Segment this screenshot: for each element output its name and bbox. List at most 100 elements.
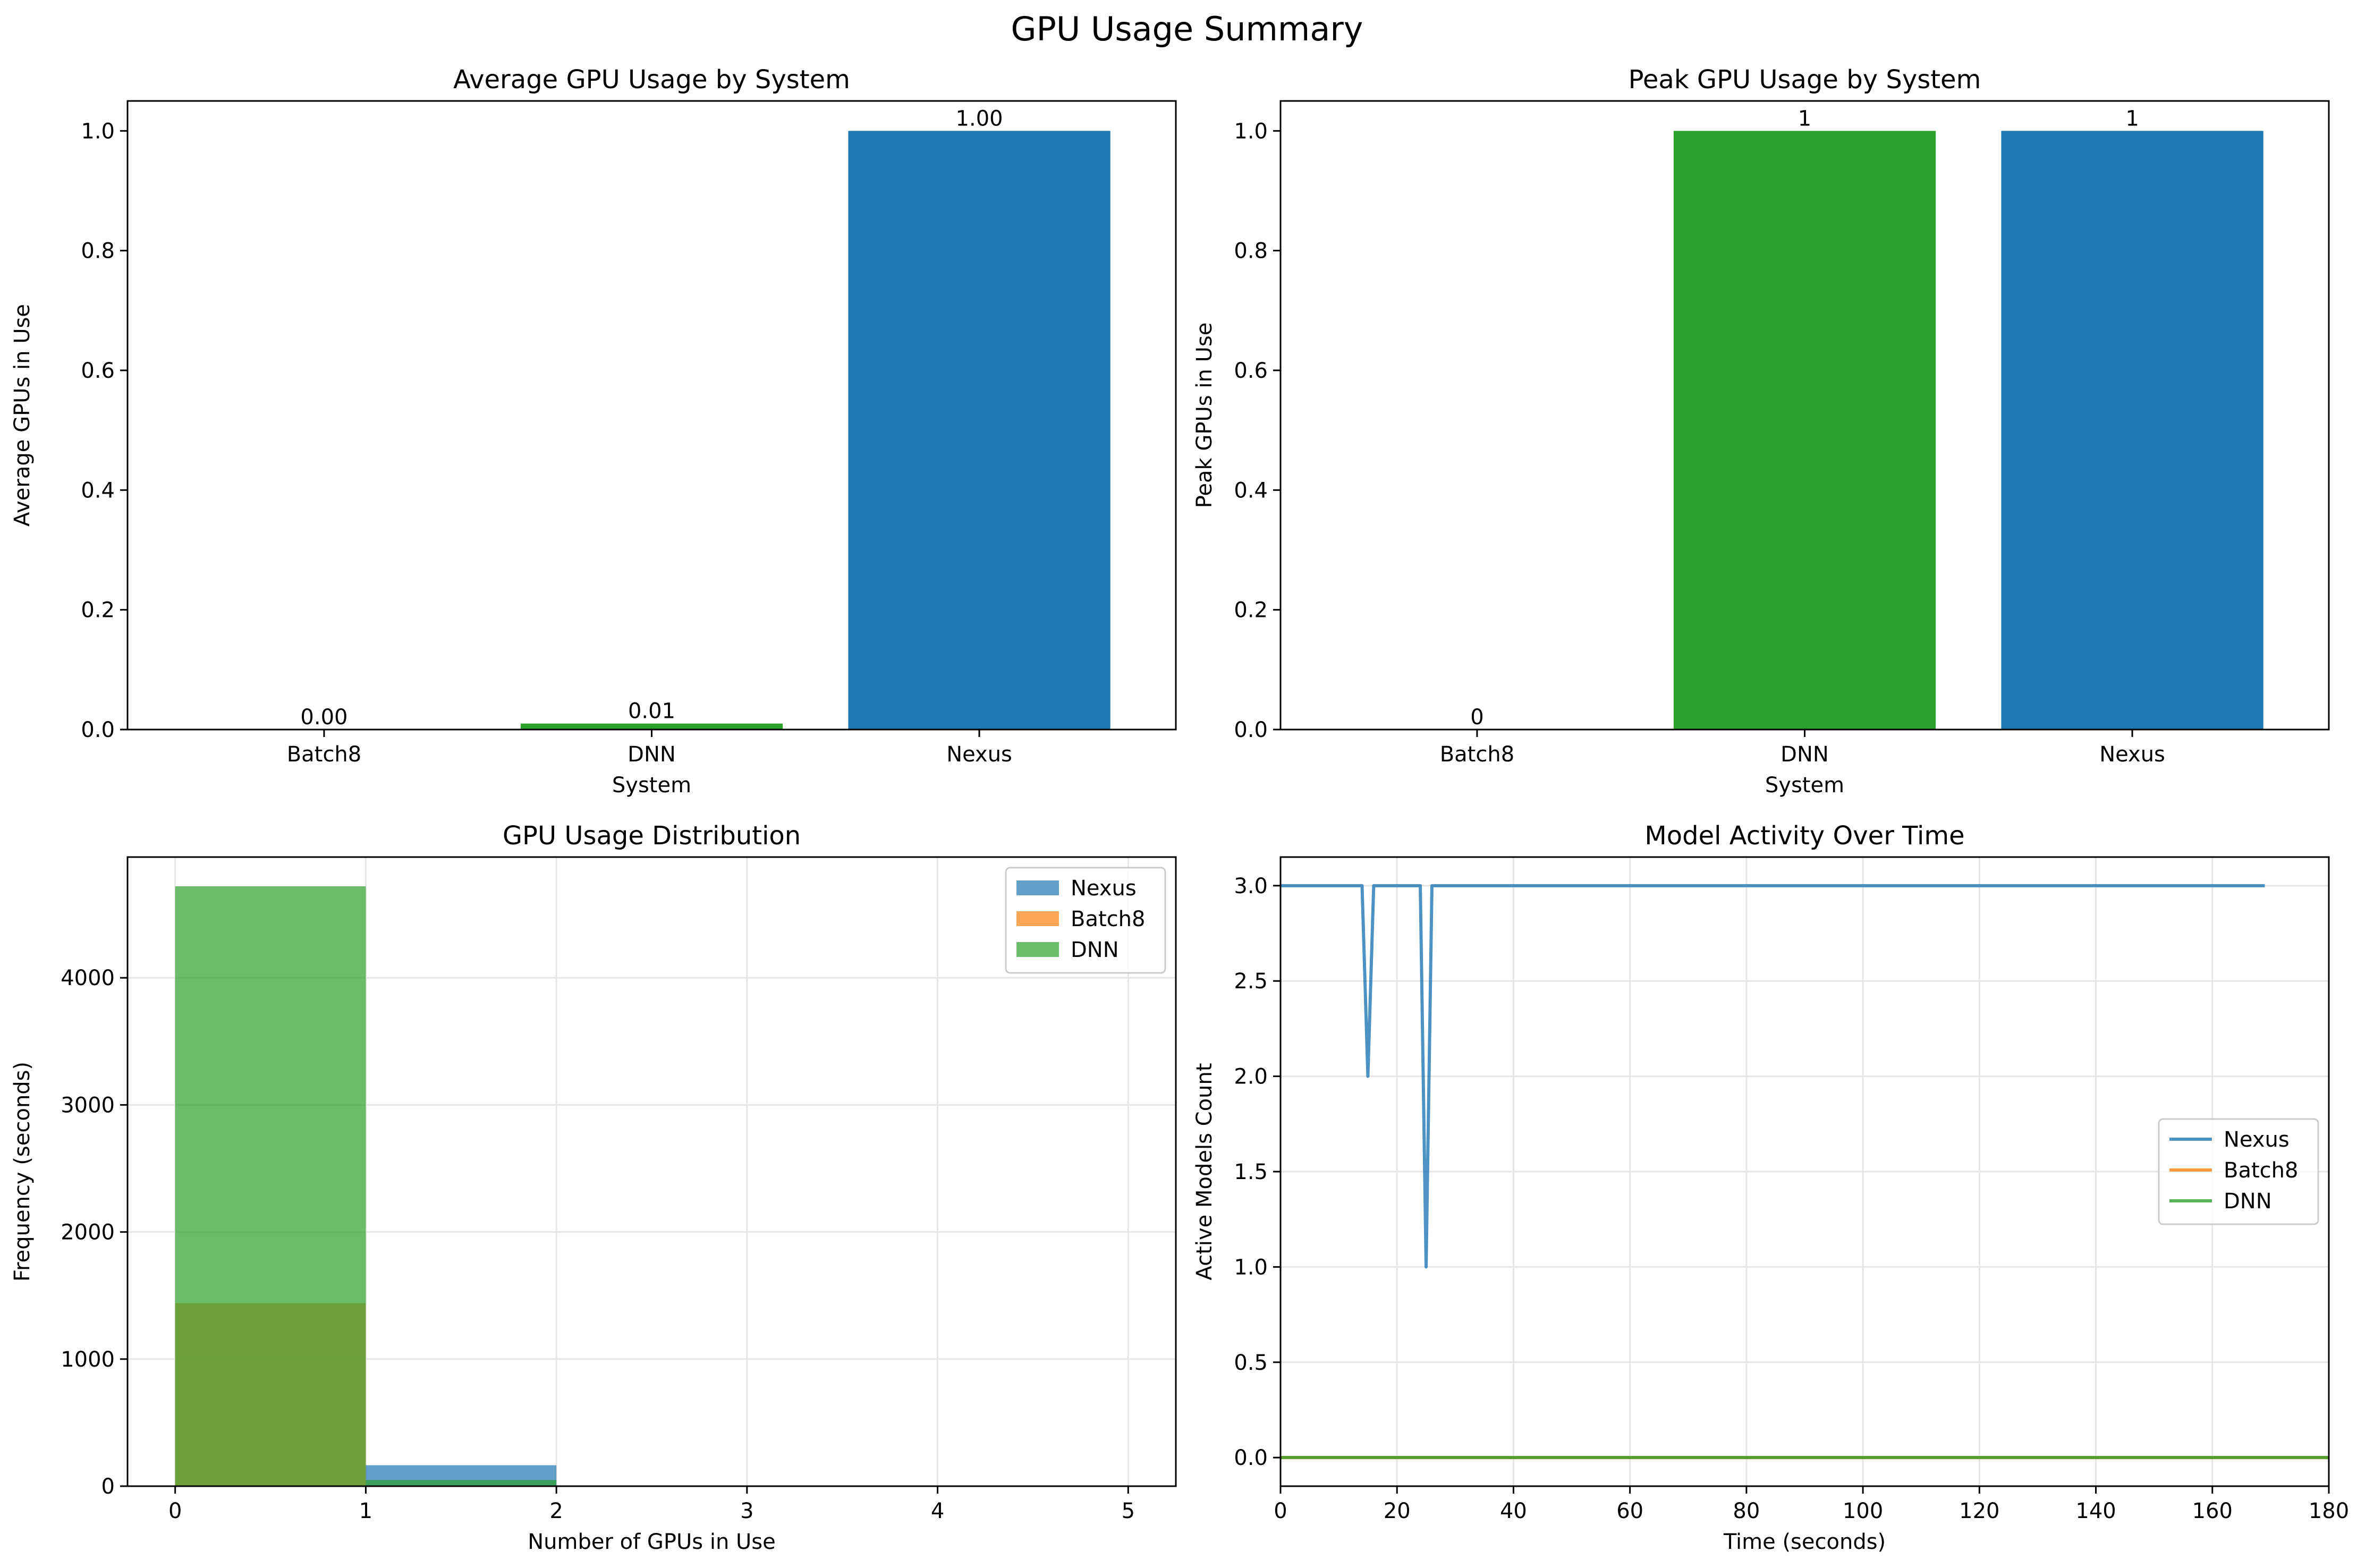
legend-label: DNN — [1071, 938, 1119, 962]
legend-label: Batch8 — [1071, 907, 1145, 931]
chart-title: Peak GPU Usage by System — [1629, 65, 1981, 95]
y-tick-label: 1.0 — [81, 119, 115, 143]
y-tick-label: 0 — [101, 1474, 115, 1499]
x-tick-label: Batch8 — [287, 742, 361, 767]
x-tick-label: 120 — [1959, 1499, 1999, 1523]
hist-bar — [366, 1480, 557, 1486]
legend-label: Nexus — [1071, 876, 1137, 901]
y-tick-label: 0.6 — [81, 359, 115, 383]
y-tick-label: 2.5 — [1234, 969, 1268, 994]
x-tick-label: 3 — [740, 1499, 753, 1523]
y-tick-label: 2000 — [61, 1221, 115, 1245]
x-tick-label: DNN — [628, 742, 676, 767]
axes-frame — [126, 856, 1177, 1487]
x-ticks: 0 1 2 3 4 5 — [168, 1486, 1135, 1523]
y-axis-label: Average GPUs in Use — [10, 304, 35, 527]
y-tick-label: 0.0 — [1234, 718, 1268, 742]
y-ticks: 0.0 0.2 0.4 0.6 0.8 1.0 — [1234, 119, 1281, 742]
legend: Nexus Batch8 DNN — [1005, 867, 1166, 974]
x-tick-label: 100 — [1843, 1499, 1883, 1523]
chart-panel-2: 0 1 1 Batch8 DNN Nexus 0.0 0.2 0.4 0.6 0.8 1.0 Peak … — [1192, 65, 2330, 798]
legend-label: DNN — [2224, 1189, 2272, 1214]
x-tick-label: Nexus — [946, 742, 1012, 767]
y-axis-label: Active Models Count — [1192, 1063, 1217, 1281]
y-tick-label: 0.0 — [81, 718, 115, 742]
bar-dnn — [1673, 131, 1936, 730]
bar-value-label: 1 — [2125, 106, 2139, 131]
x-ticks: Batch8 DNN Nexus — [287, 730, 1012, 767]
x-tick-label: 140 — [2075, 1499, 2116, 1523]
y-tick-label: 4000 — [61, 966, 115, 990]
x-ticks: 0 20 40 60 80 100 120 140 160 180 — [1274, 1486, 2349, 1523]
y-axis-label: Peak GPUs in Use — [1192, 323, 1217, 508]
bar-value-label: 0 — [1470, 705, 1483, 730]
x-tick-label: 40 — [1500, 1499, 1527, 1523]
x-axis-label: System — [1765, 773, 1844, 798]
y-tick-label: 0.8 — [81, 239, 115, 264]
x-tick-label: 180 — [2309, 1499, 2349, 1523]
y-tick-label: 0.2 — [81, 598, 115, 623]
y-tick-label: 3000 — [61, 1093, 115, 1117]
x-axis-label: Number of GPUs in Use — [528, 1530, 776, 1554]
legend-box — [2158, 1118, 2319, 1225]
y-tick-label: 0.0 — [1234, 1446, 1268, 1470]
y-tick-label: 0.5 — [1234, 1351, 1268, 1375]
legend-label: Batch8 — [2224, 1158, 2298, 1183]
y-tick-label: 1000 — [61, 1347, 115, 1372]
x-tick-label: 1 — [359, 1499, 372, 1523]
y-tick-label: 3.0 — [1234, 874, 1268, 899]
y-axis-label: Frequency (seconds) — [10, 1062, 35, 1282]
x-tick-label: 0 — [168, 1499, 182, 1523]
bar-value-label: 1.00 — [956, 106, 1003, 131]
x-tick-label: 2 — [549, 1499, 563, 1523]
x-axis-label: Time (seconds) — [1723, 1530, 1886, 1554]
bar-nexus — [2001, 131, 2263, 730]
y-tick-label: 0.6 — [1234, 359, 1268, 383]
chart-panel-4: 0 20 40 60 80 100 120 140 160 180 0.0 0.5 1.0 1.5 2.0 2… — [1192, 821, 2349, 1554]
y-ticks: 0.0 0.5 1.0 1.5 2.0 2.5 3.0 — [1234, 874, 1281, 1470]
hist-bar — [175, 886, 366, 1486]
legend: Nexus Batch8 DNN — [2158, 1118, 2319, 1225]
legend-swatch — [1016, 911, 1059, 926]
chart-title: GPU Usage Distribution — [503, 821, 801, 851]
figure-title: GPU Usage Summary — [1011, 10, 1363, 48]
bar-dnn — [520, 723, 783, 730]
x-tick-label: 4 — [931, 1499, 944, 1523]
y-tick-label: 1.5 — [1234, 1160, 1268, 1184]
chart-title: Model Activity Over Time — [1644, 821, 1964, 851]
x-tick-label: Nexus — [2099, 742, 2165, 767]
x-tick-label: 20 — [1384, 1499, 1411, 1523]
x-axis-label: System — [612, 773, 691, 798]
y-tick-label: 0.8 — [1234, 239, 1268, 264]
y-tick-label: 1.0 — [1234, 119, 1268, 143]
legend-swatch — [1016, 880, 1059, 895]
legend-label: Nexus — [2224, 1128, 2290, 1152]
x-tick-label: Batch8 — [1440, 742, 1514, 767]
chart-panel-3: 0 1 2 3 4 5 0 1000 2000 3000 4000 GPU Usage Distrib… — [10, 821, 1177, 1554]
y-tick-label: 0.2 — [1234, 598, 1268, 623]
y-ticks: 0.0 0.2 0.4 0.6 0.8 1.0 — [81, 119, 128, 742]
legend-swatch — [1016, 942, 1059, 957]
y-tick-label: 1.0 — [1234, 1255, 1268, 1279]
bar-value-label: 1 — [1798, 106, 1811, 131]
bar-nexus — [848, 131, 1110, 730]
y-tick-label: 0.4 — [81, 478, 115, 503]
line-series-nexus — [1281, 884, 2265, 1269]
y-ticks: 0 1000 2000 3000 4000 — [61, 966, 128, 1499]
x-tick-label: DNN — [1780, 742, 1829, 767]
bar-value-label: 0.00 — [300, 705, 347, 730]
x-tick-label: 0 — [1274, 1499, 1287, 1523]
y-tick-label: 0.4 — [1234, 478, 1268, 503]
bar-value-label: 0.01 — [628, 699, 675, 724]
x-tick-label: 160 — [2192, 1499, 2233, 1523]
hist-series-dnn — [175, 886, 557, 1486]
x-tick-label: 80 — [1733, 1499, 1760, 1523]
y-tick-label: 2.0 — [1234, 1065, 1268, 1089]
x-tick-label: 5 — [1122, 1499, 1135, 1523]
x-tick-label: 60 — [1616, 1499, 1643, 1523]
chart-title: Average GPU Usage by System — [453, 65, 850, 95]
x-ticks: Batch8 DNN Nexus — [1440, 730, 2165, 767]
